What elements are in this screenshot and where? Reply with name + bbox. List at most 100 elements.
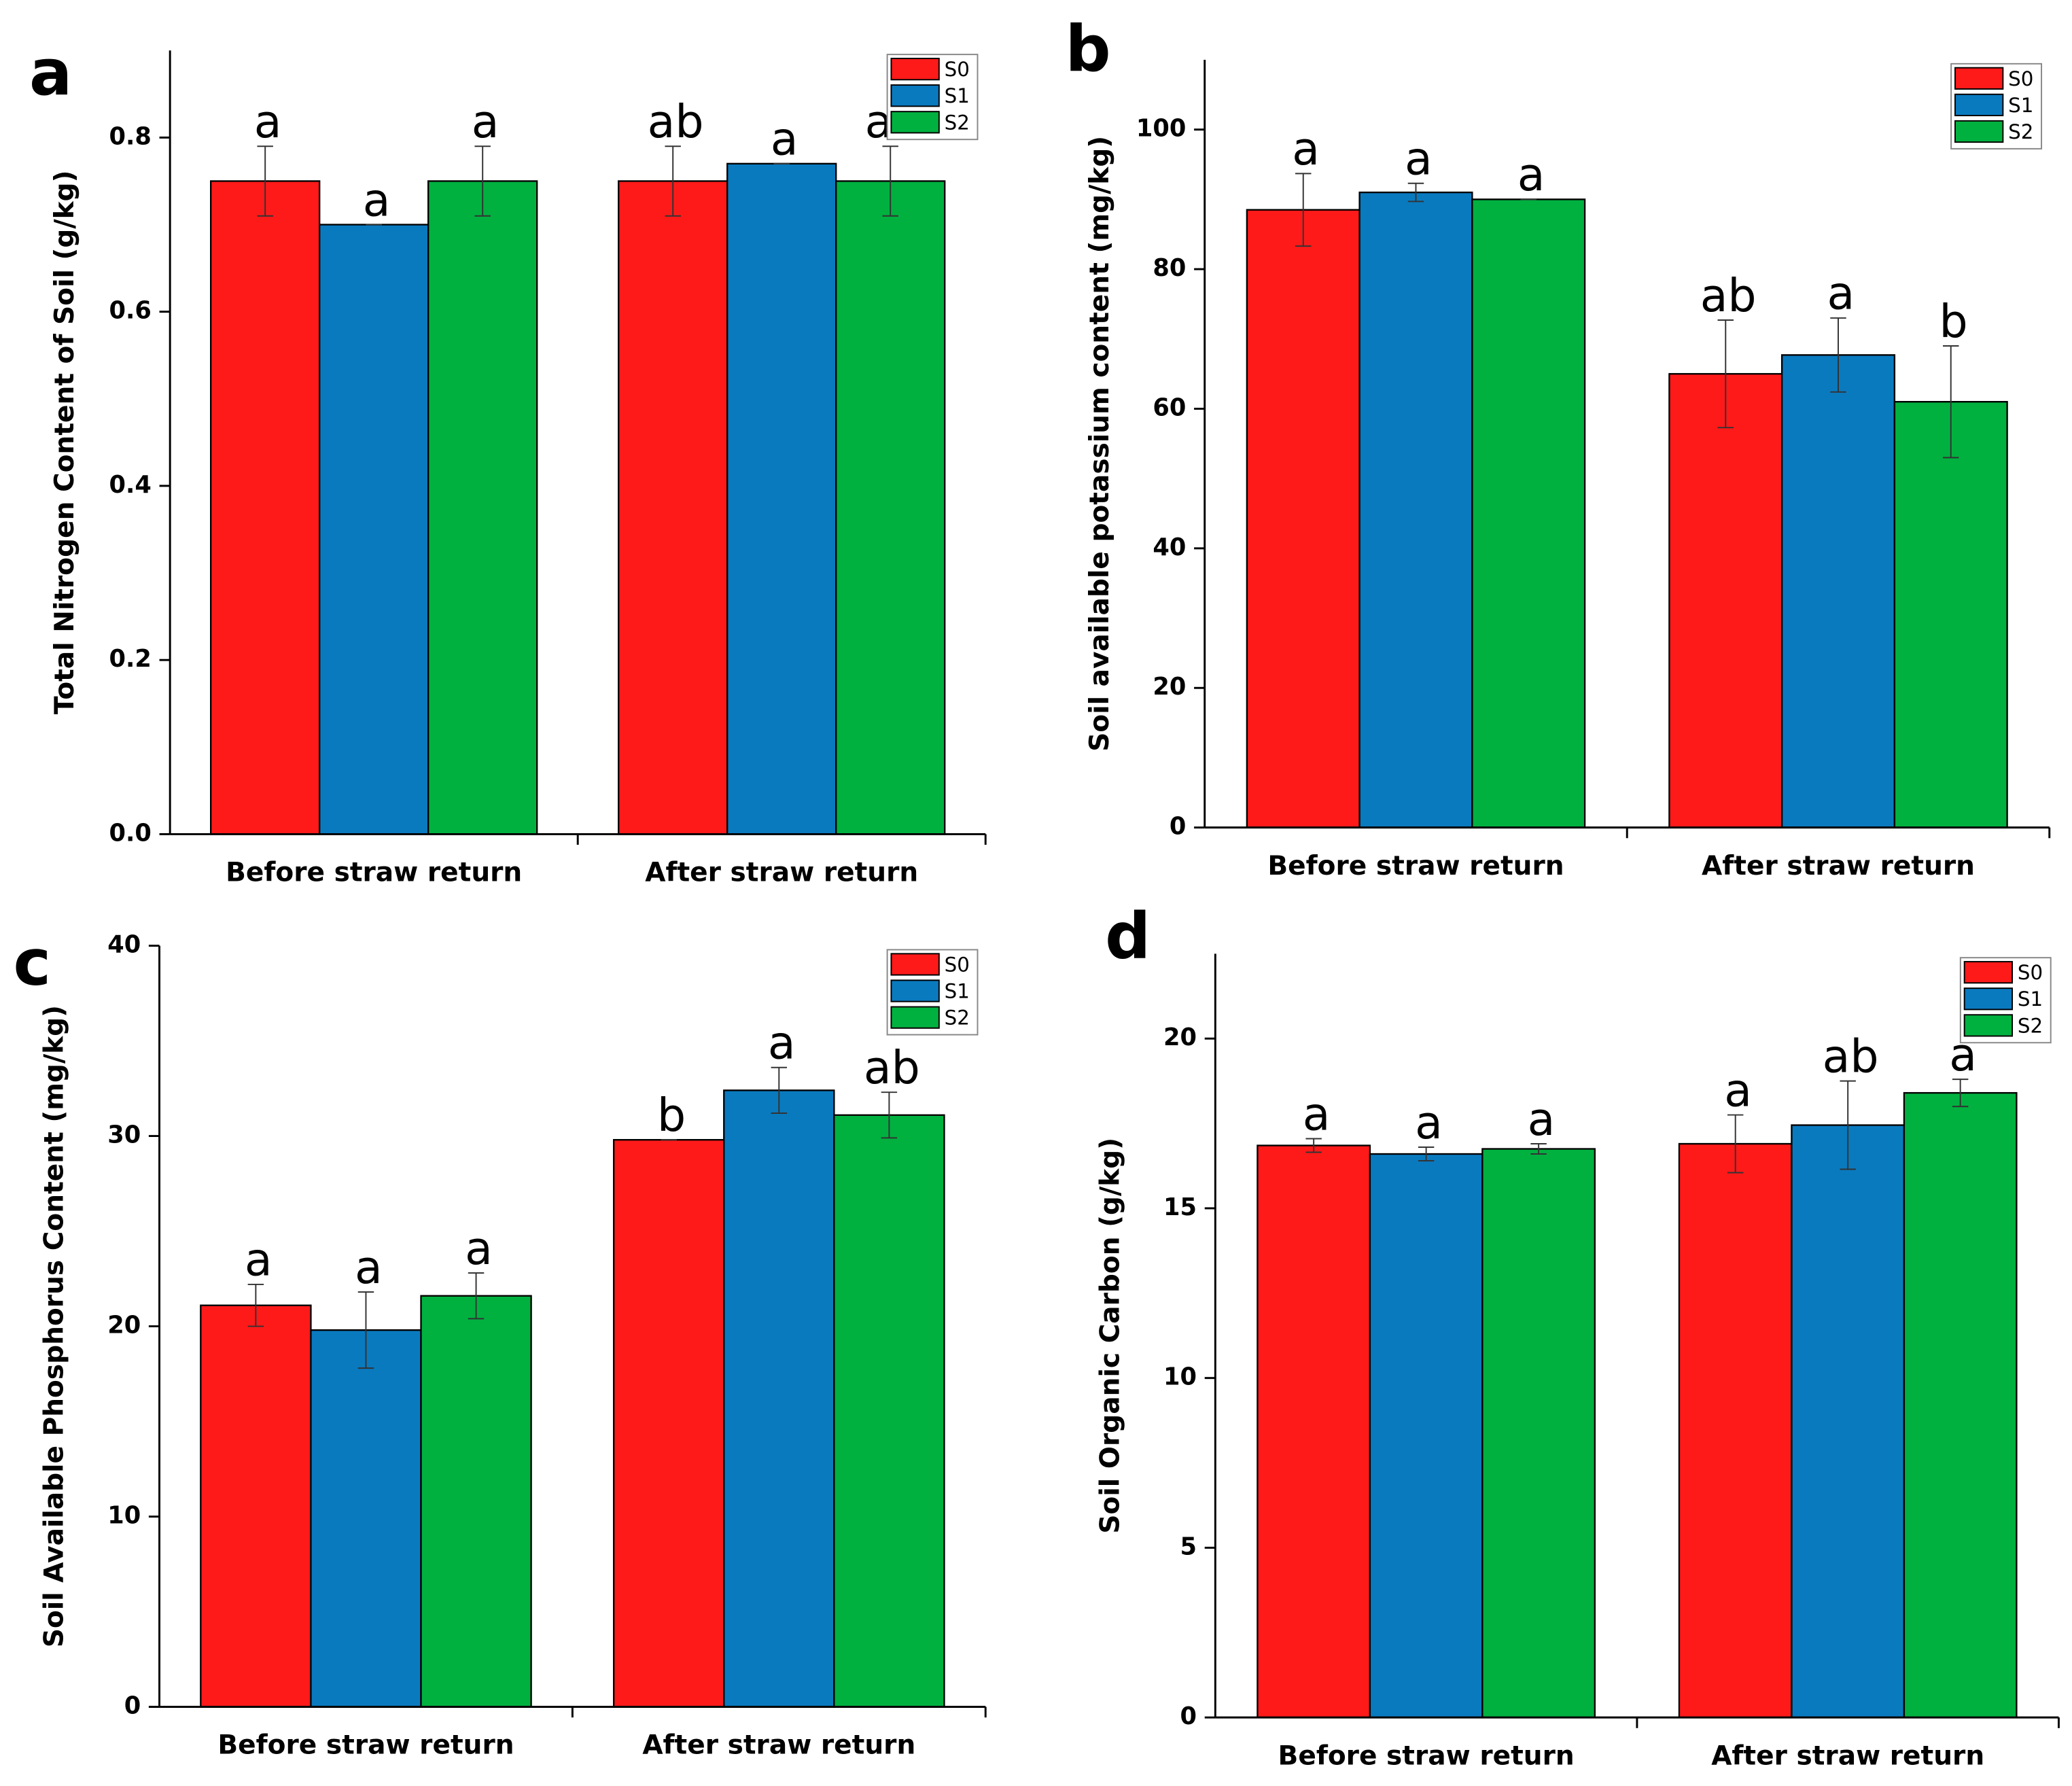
y-tick-label: 80	[1153, 254, 1186, 282]
panel-label: b	[1065, 12, 1110, 86]
panel-label: c	[14, 926, 52, 1000]
bar	[1791, 1124, 1906, 1719]
significance-letter: b	[657, 1089, 686, 1142]
y-tick-label: 60	[1153, 393, 1186, 421]
y-tick-label: 10	[107, 1502, 141, 1530]
y-axis-label: Soil Available Phosphorus Content (mg/kg…	[39, 1005, 70, 1647]
bar	[726, 162, 837, 835]
bar	[1358, 191, 1473, 828]
significance-letter: a	[1292, 122, 1320, 175]
y-tick-label: 100	[1136, 115, 1186, 143]
significance-letter: a	[1303, 1087, 1331, 1140]
error-bar	[357, 1291, 374, 1369]
significance-letter: a	[254, 95, 282, 148]
x-tick-label: After straw return	[1702, 851, 1975, 881]
bar	[1246, 209, 1360, 828]
legend-label: S1	[2018, 987, 2043, 1011]
significance-letter: a	[1405, 133, 1433, 186]
significance-letter: b	[1939, 295, 1968, 348]
significance-letter: a	[1724, 1064, 1752, 1117]
error-bar	[771, 1066, 788, 1114]
bar	[835, 180, 946, 835]
error-bar	[665, 145, 681, 217]
significance-letter: ab	[648, 95, 704, 148]
panel-label: d	[1105, 900, 1151, 974]
bar	[1471, 198, 1586, 828]
error-bar	[468, 1272, 485, 1320]
legend-label: S2	[945, 111, 970, 134]
y-tick-label: 15	[1163, 1193, 1197, 1221]
error-bar	[1418, 1146, 1435, 1161]
bar	[1893, 401, 2008, 828]
error-bar	[1952, 1079, 1969, 1108]
x-tick-label: Before straw return	[217, 1730, 514, 1761]
legend-swatch	[1963, 961, 2014, 984]
y-tick-label: 40	[107, 931, 141, 959]
legend-swatch	[890, 84, 940, 107]
error-bar	[1530, 1143, 1547, 1155]
bar	[1668, 372, 1783, 828]
error-bar	[1295, 173, 1312, 247]
x-tick-label: Before straw return	[1267, 851, 1564, 881]
y-axis-label: Total Nitrogen Content of Soil (g/kg)	[50, 171, 80, 715]
significance-letter: a	[363, 173, 391, 226]
significance-letter: a	[245, 1233, 273, 1286]
legend-swatch	[1954, 93, 2004, 117]
significance-letter: ab	[864, 1041, 920, 1094]
x-tick-label: After straw return	[645, 858, 918, 888]
y-tick-label: 0	[124, 1692, 141, 1720]
bar	[1257, 1144, 1371, 1719]
significance-letter: a	[768, 1017, 796, 1070]
legend-swatch	[890, 953, 940, 976]
legend-label: S1	[2008, 94, 2033, 117]
error-bar	[1305, 1138, 1322, 1153]
significance-letter: a	[465, 1222, 493, 1275]
legend-label: S0	[945, 58, 970, 81]
bar	[612, 1138, 725, 1708]
significance-letter: a	[472, 95, 499, 148]
significance-letter: a	[1827, 267, 1855, 320]
y-tick-label: 0.0	[109, 819, 152, 847]
legend-swatch	[1963, 987, 2014, 1011]
legend-label: S1	[945, 980, 970, 1003]
bar	[1780, 354, 1896, 828]
x-tick-label: After straw return	[1711, 1740, 1984, 1771]
y-tick-label: 10	[1163, 1363, 1197, 1391]
error-bar	[1717, 319, 1734, 429]
error-bar	[1830, 317, 1846, 393]
legend-swatch	[1963, 1014, 2014, 1037]
bar	[833, 1114, 945, 1708]
bar	[723, 1089, 835, 1708]
y-axis-label: Soil Organic Carbon (g/kg)	[1095, 1138, 1125, 1534]
significance-letter: a	[1528, 1093, 1556, 1146]
error-bar	[474, 145, 491, 217]
significance-letter: a	[1517, 148, 1545, 201]
panel-label: a	[29, 36, 72, 110]
y-tick-label: 40	[1153, 533, 1186, 561]
error-bar	[1407, 182, 1424, 203]
legend-label: S1	[945, 84, 970, 107]
bar	[310, 1329, 422, 1708]
y-tick-label: 0.2	[109, 645, 152, 673]
legend-label: S2	[2008, 120, 2033, 143]
error-bar	[1943, 345, 1959, 459]
legend-swatch	[890, 58, 940, 81]
bar	[420, 1295, 532, 1708]
legend-label: S0	[945, 953, 970, 976]
bar	[200, 1304, 312, 1708]
error-bar	[247, 1283, 264, 1327]
legend-label: S2	[2018, 1014, 2043, 1037]
y-tick-label: 5	[1180, 1533, 1197, 1560]
y-tick-label: 20	[1163, 1023, 1197, 1051]
y-tick-label: 0	[1180, 1702, 1197, 1730]
legend-swatch	[890, 979, 940, 1002]
bar	[427, 180, 538, 835]
legend-label: S0	[2008, 67, 2033, 90]
bar	[618, 180, 728, 835]
y-tick-label: 0.6	[109, 297, 152, 325]
legend-label: S2	[945, 1006, 970, 1030]
legend-label: S0	[2018, 961, 2043, 984]
x-tick-label: Before straw return	[1278, 1740, 1575, 1771]
y-tick-label: 20	[1153, 673, 1186, 701]
legend-swatch	[1954, 120, 2004, 143]
